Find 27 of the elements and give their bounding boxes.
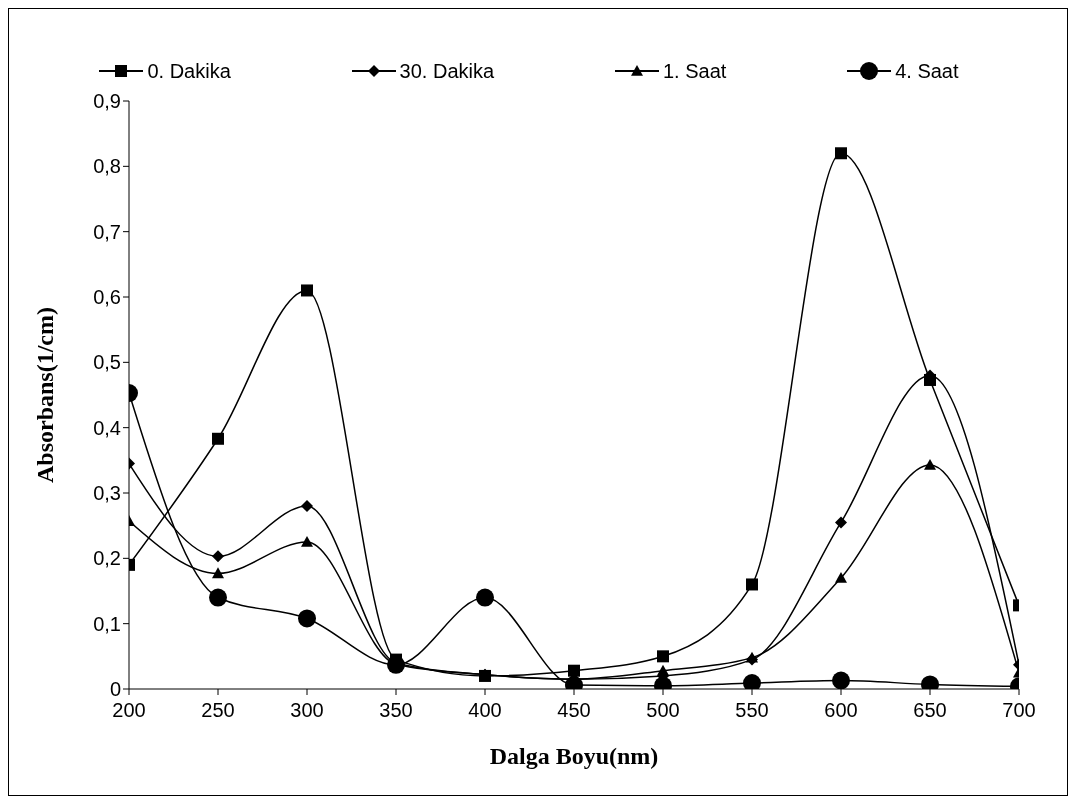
x-tick-label: 500	[646, 699, 680, 722]
y-axis-title: Absorbans(1/cm)	[31, 306, 58, 484]
y-tick-label: 0,1	[93, 612, 121, 635]
y-tick-label: 0,7	[93, 220, 121, 243]
y-tick-label: 0,4	[93, 416, 121, 439]
x-tick-label: 450	[557, 699, 591, 722]
y-tick-label: 0,3	[93, 482, 121, 505]
x-tick-label: 300	[290, 699, 324, 722]
x-tick-label: 200	[112, 699, 146, 722]
x-tick-label: 350	[379, 699, 413, 722]
legend-label: 1. Saat	[662, 59, 727, 83]
x-tick-label: 700	[1002, 699, 1036, 722]
x-tick-label: 600	[824, 699, 858, 722]
x-tick-label: 550	[735, 699, 769, 722]
legend-label: 0. Dakika	[147, 59, 231, 83]
x-tick-label: 250	[201, 699, 235, 722]
legend-label: 4. Saat	[895, 59, 959, 83]
y-tick-label: 0,8	[93, 155, 121, 178]
y-tick-label: 0,5	[93, 351, 121, 374]
x-axis-title: Dalga Boyu(nm)	[489, 743, 659, 769]
y-tick-label: 0	[109, 678, 121, 701]
legend-label: 30. Dakika	[399, 59, 495, 83]
y-tick-label: 0,9	[93, 90, 121, 113]
y-tick-label: 0,2	[93, 547, 121, 570]
y-tick-label: 0,6	[93, 286, 121, 309]
x-tick-label: 650	[913, 699, 947, 722]
x-tick-label: 400	[468, 699, 502, 722]
